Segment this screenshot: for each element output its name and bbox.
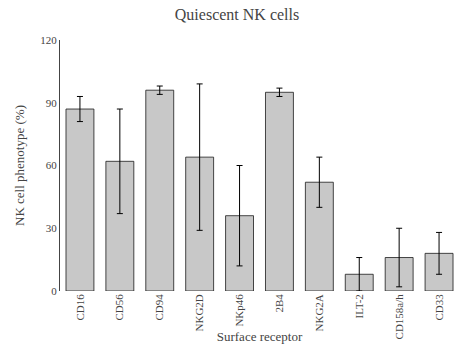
svg-text:CD16: CD16: [74, 294, 86, 321]
svg-text:CD94: CD94: [153, 294, 165, 321]
svg-text:120: 120: [40, 34, 57, 46]
svg-text:NKp46: NKp46: [233, 294, 245, 327]
svg-text:CD158a/h: CD158a/h: [393, 294, 405, 340]
svg-text:60: 60: [46, 159, 58, 171]
svg-text:Surface receptor: Surface receptor: [217, 329, 303, 344]
svg-text:30: 30: [46, 222, 58, 234]
svg-text:90: 90: [46, 97, 58, 109]
svg-text:0: 0: [51, 285, 57, 297]
svg-text:NKG2A: NKG2A: [313, 294, 325, 331]
svg-text:NK cell phenotype (%): NK cell phenotype (%): [12, 105, 27, 226]
svg-text:CD56: CD56: [113, 294, 125, 321]
svg-text:2B4: 2B4: [273, 294, 285, 313]
svg-text:CD33: CD33: [433, 294, 445, 321]
svg-text:NKG2D: NKG2D: [193, 294, 205, 331]
svg-text:ILT-2: ILT-2: [353, 294, 365, 318]
svg-text:Quiescent NK cells: Quiescent NK cells: [175, 6, 299, 23]
